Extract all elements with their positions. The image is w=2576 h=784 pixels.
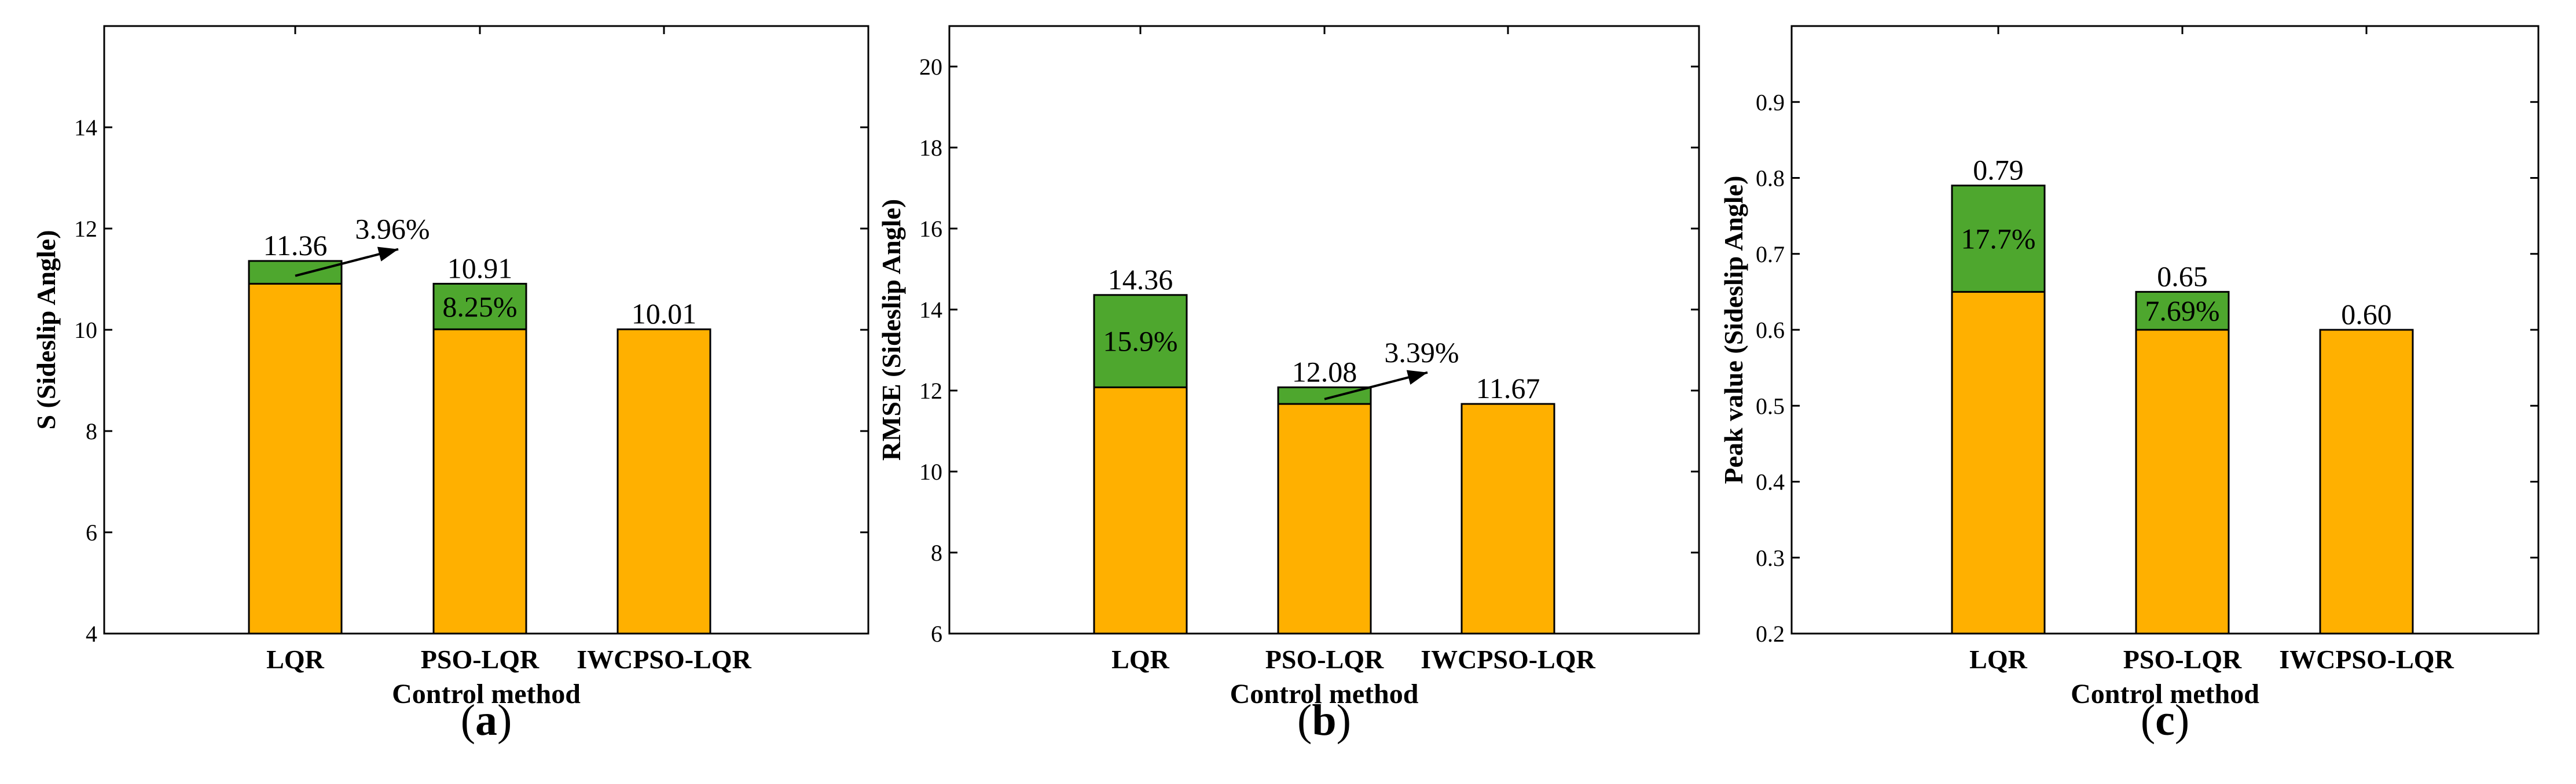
y-tick-label: 16 xyxy=(919,216,942,242)
bar-value-label: 0.65 xyxy=(2157,260,2208,292)
x-category-label: LQR xyxy=(1969,645,2027,674)
percent-annotation: 7.69% xyxy=(2145,295,2219,327)
bar-base xyxy=(1277,403,1372,635)
x-axis-title: Control method xyxy=(392,679,581,709)
annotation-arrowhead xyxy=(377,246,398,262)
panel-caption: (c) xyxy=(2141,696,2189,745)
y-tick-label: 0.4 xyxy=(1756,469,1785,495)
x-category-label: PSO-LQR xyxy=(1265,645,1384,674)
bar-value-label: 14.36 xyxy=(1108,263,1173,296)
bar-improvement xyxy=(432,282,527,330)
chart-panel-c: 0.2 0.3 0.4 0.5 0.6 0.7 0.8 0.9 0.79 LQR 0.65 PSO-L… xyxy=(1719,25,2540,745)
y-tick-label: 0.2 xyxy=(1756,621,1785,647)
y-tick-label: 0.7 xyxy=(1756,241,1785,267)
x-category-label: IWCPSO-LQR xyxy=(577,645,751,674)
y-tick-label: 10 xyxy=(919,459,942,485)
y-tick-label: 0.9 xyxy=(1756,89,1785,115)
percent-annotation: 17.7% xyxy=(1961,223,2035,255)
y-axis-title: RMSE (Sideslip Angle) xyxy=(876,199,906,461)
y-tick-label: 0.8 xyxy=(1756,165,1785,192)
y-tick-label: 12 xyxy=(74,216,97,242)
bar-value-label: 10.01 xyxy=(632,297,697,330)
bar-improvement xyxy=(1951,185,2046,293)
y-tick-label: 8 xyxy=(86,418,97,444)
panel-caption: (b) xyxy=(1297,696,1351,745)
x-axis-title: Control method xyxy=(2071,679,2259,709)
percent-annotation: 8.25% xyxy=(442,290,517,323)
y-tick-label: 10 xyxy=(74,317,97,343)
y-tick-label: 0.6 xyxy=(1756,317,1785,343)
bar-base xyxy=(1093,386,1188,635)
bar-base xyxy=(248,282,343,635)
panel-letter: a xyxy=(475,696,497,745)
x-category-label: PSO-LQR xyxy=(421,645,540,674)
bar-improvement xyxy=(248,260,343,285)
chart-panel-a: 4 6 8 10 12 14 11.36 LQR 10.91 PSO-LQR 10.01 IWCPSO… xyxy=(31,25,869,745)
y-tick-label: 18 xyxy=(919,135,942,161)
bar-base xyxy=(1461,403,1555,635)
bar-base xyxy=(1951,290,2046,635)
y-tick-label: 6 xyxy=(931,621,942,647)
bar-value-label: 0.60 xyxy=(2341,298,2392,330)
bar-value-label: 10.91 xyxy=(447,252,513,284)
x-category-label: LQR xyxy=(266,645,324,674)
bar-improvement xyxy=(1093,294,1188,388)
x-category-label: LQR xyxy=(1111,645,1169,674)
bar-improvement xyxy=(2135,290,2230,331)
x-category-label: IWCPSO-LQR xyxy=(2279,645,2454,674)
annotation-arrowhead xyxy=(1406,370,1428,385)
panel-letter: b xyxy=(1312,696,1336,745)
y-tick-label: 14 xyxy=(74,115,97,141)
y-tick-label: 6 xyxy=(86,520,97,546)
bar-value-label: 11.67 xyxy=(1476,372,1540,404)
x-category-label: IWCPSO-LQR xyxy=(1421,645,1595,674)
percent-annotation: 3.39% xyxy=(1384,336,1459,369)
y-tick-label: 0.5 xyxy=(1756,393,1785,419)
panel-letter: c xyxy=(2155,696,2175,745)
y-tick-label: 20 xyxy=(919,54,942,80)
bar-base xyxy=(2135,329,2230,635)
y-tick-label: 14 xyxy=(919,297,942,323)
y-tick-label: 12 xyxy=(919,378,942,404)
percent-annotation: 15.9% xyxy=(1103,325,1177,358)
bar-value-label: 0.79 xyxy=(1973,154,2024,186)
y-tick-label: 8 xyxy=(931,540,942,566)
panel-caption: (a) xyxy=(461,696,512,745)
percent-annotation: 3.96% xyxy=(355,213,430,245)
y-tick-label: 4 xyxy=(86,621,97,647)
bar-base xyxy=(2319,329,2414,635)
bar-value-label: 11.36 xyxy=(263,229,328,262)
y-axis-title: S (Sideslip Angle) xyxy=(31,230,61,429)
bar-base xyxy=(617,328,711,635)
x-category-label: PSO-LQR xyxy=(2123,645,2242,674)
chart-panel-b: 6 8 10 12 14 16 18 20 14.36 LQR 12.08 PSO-LQR 11.67 I… xyxy=(876,25,1700,745)
x-axis-title: Control method xyxy=(1230,679,1419,709)
y-tick-label: 0.3 xyxy=(1756,545,1785,571)
y-axis-title: Peak value (Sideslip Angle) xyxy=(1719,176,1748,484)
bar-value-label: 12.08 xyxy=(1292,355,1357,388)
bar-base xyxy=(432,328,527,635)
